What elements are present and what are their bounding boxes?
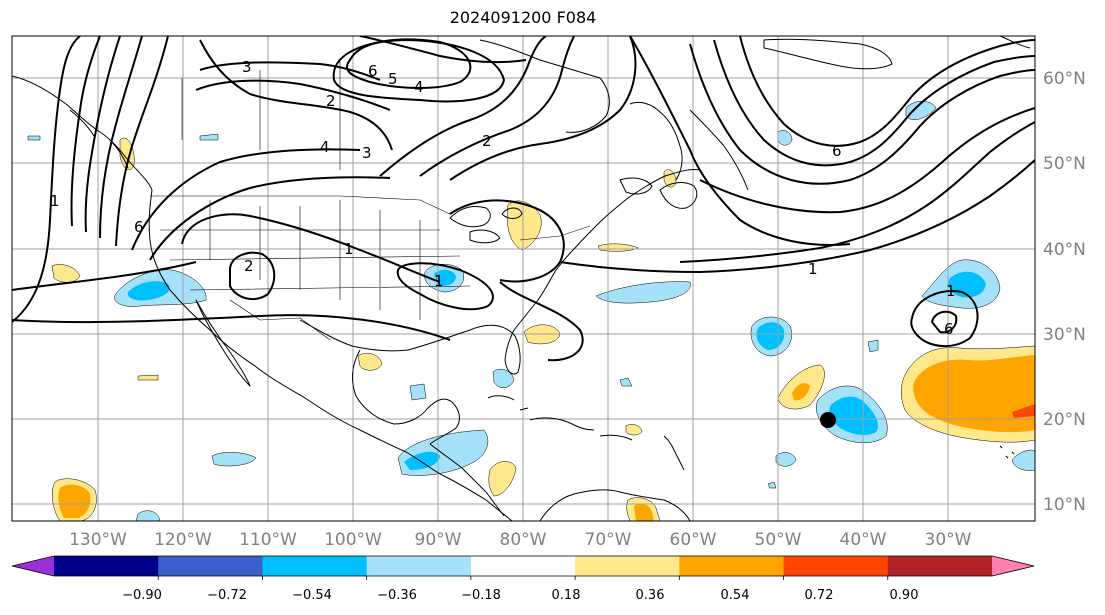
contour-label: 1 xyxy=(946,282,956,300)
colorbar-segment xyxy=(12,556,54,576)
negative-anomaly-area xyxy=(867,339,879,353)
positive-anomaly-area xyxy=(357,353,383,371)
lon-label: 50°W xyxy=(755,530,802,550)
lon-label: 130°W xyxy=(69,530,127,550)
contour-label: 2 xyxy=(244,257,254,275)
contour-label: 6 xyxy=(832,142,842,160)
lat-label: 50°N xyxy=(1043,154,1086,174)
positive-anomaly-area xyxy=(119,137,135,170)
colorbar-tick-label: −0.18 xyxy=(461,588,501,603)
negative-anomaly-area xyxy=(756,322,785,350)
positive-anomaly-area xyxy=(625,424,643,436)
lat-label: 10°N xyxy=(1043,495,1086,515)
colorbar-segment xyxy=(158,556,263,576)
positive-anomaly-area xyxy=(634,504,654,521)
contour-label: 1 xyxy=(808,260,818,278)
colorbar-segment xyxy=(679,556,785,576)
negative-anomaly-area xyxy=(829,396,879,435)
lat-label: 30°N xyxy=(1043,325,1086,345)
negative-anomaly-area xyxy=(199,133,219,141)
positive-anomaly-area xyxy=(913,355,1035,433)
map-frame xyxy=(11,35,1036,522)
gridlines xyxy=(12,36,1035,521)
colorbar-segment xyxy=(54,556,159,576)
negative-anomaly-area xyxy=(595,281,691,304)
contour-label: 6 xyxy=(134,218,144,236)
storm-center-marker xyxy=(820,412,836,428)
lat-label: 40°N xyxy=(1043,240,1086,260)
longitude-labels: 130°W 120°W 110°W 100°W 90°W 80°W 70°W 6… xyxy=(69,530,972,550)
contour-label: 4 xyxy=(320,138,330,156)
lat-label: 20°N xyxy=(1043,410,1086,430)
contour-label: 5 xyxy=(388,70,398,88)
lon-label: 120°W xyxy=(154,530,212,550)
colorbar-tick-labels: −0.90 −0.72 −0.54 −0.36 −0.18 0.18 0.36 … xyxy=(122,588,918,603)
contour-label: 3 xyxy=(242,58,252,76)
colorbar-tick-label: −0.72 xyxy=(207,588,247,603)
lon-label: 110°W xyxy=(239,530,297,550)
lon-label: 80°W xyxy=(500,530,547,550)
positive-anomaly-area xyxy=(488,461,517,497)
colorbar-segment xyxy=(575,556,680,576)
colorbar-tick-label: 0.54 xyxy=(721,588,750,603)
colorbar-segment xyxy=(262,556,368,576)
negative-anomaly-area xyxy=(27,135,41,141)
colorbar: −0.90 −0.72 −0.54 −0.36 −0.18 0.18 0.36 … xyxy=(11,555,1035,603)
lon-label: 60°W xyxy=(670,530,717,550)
colorbar-tick-label: 0.90 xyxy=(890,588,919,603)
colorbar-segment xyxy=(783,556,889,576)
negative-anomaly-area xyxy=(767,481,777,489)
colorbar-segment xyxy=(887,556,993,576)
contour-label: 1 xyxy=(434,272,444,290)
contour-label: 2 xyxy=(326,92,336,110)
lon-label: 40°W xyxy=(840,530,887,550)
map-title: 2024091200 F084 xyxy=(449,8,597,27)
lon-label: 30°W xyxy=(925,530,972,550)
negative-anomaly-area xyxy=(619,377,633,387)
negative-anomaly-area xyxy=(409,383,427,401)
colorbar-tick-label: 0.36 xyxy=(636,588,665,603)
lat-label: 60°N xyxy=(1043,69,1086,89)
negative-anomaly-area xyxy=(135,510,161,521)
contour-label: 6 xyxy=(944,320,954,338)
positive-anomaly-area xyxy=(1012,404,1035,418)
negative-anomaly-area xyxy=(775,452,797,467)
colorbar-tick-label: 0.18 xyxy=(552,588,581,603)
negative-anomaly-area xyxy=(1011,449,1035,471)
contour-label: 1 xyxy=(344,240,354,258)
colorbar-tick-label: −0.54 xyxy=(292,588,332,603)
anomaly-shading xyxy=(27,101,1035,521)
positive-anomaly-area xyxy=(792,383,810,401)
colorbar-segment xyxy=(992,556,1034,576)
contour-label: 1 xyxy=(50,192,60,210)
positive-anomaly-area xyxy=(506,200,542,251)
contour-label: 4 xyxy=(414,78,424,96)
borders xyxy=(150,60,591,341)
negative-anomaly-area xyxy=(211,452,257,467)
negative-anomaly-area xyxy=(127,281,170,301)
lon-label: 100°W xyxy=(324,530,382,550)
contour-label-group: 1 1 1 1 1 2 2 2 3 3 4 4 5 6 6 6 6 xyxy=(50,58,956,338)
negative-anomaly-area xyxy=(492,369,515,388)
colorbar-tick-label: −0.36 xyxy=(377,588,417,603)
positive-anomaly-area xyxy=(58,484,91,518)
latitude-labels: 60°N 50°N 40°N 30°N 20°N 10°N xyxy=(1043,69,1086,515)
colorbar-outline xyxy=(11,555,1035,577)
lon-label: 70°W xyxy=(585,530,632,550)
negative-anomaly-area xyxy=(905,101,937,120)
contour-label: 3 xyxy=(362,144,372,162)
positive-anomaly-area xyxy=(137,374,159,381)
colorbar-tick-label: −0.90 xyxy=(122,588,162,603)
lon-label: 90°W xyxy=(415,530,462,550)
positive-anomaly-area xyxy=(51,264,81,283)
contour-label: 6 xyxy=(368,62,378,80)
negative-anomaly-area xyxy=(777,130,793,146)
colorbar-segment xyxy=(470,556,576,576)
contours xyxy=(12,36,1035,362)
contour-label: 2 xyxy=(482,132,492,150)
colorbar-segment xyxy=(366,556,472,576)
colorbar-tick-label: 0.72 xyxy=(805,588,834,603)
